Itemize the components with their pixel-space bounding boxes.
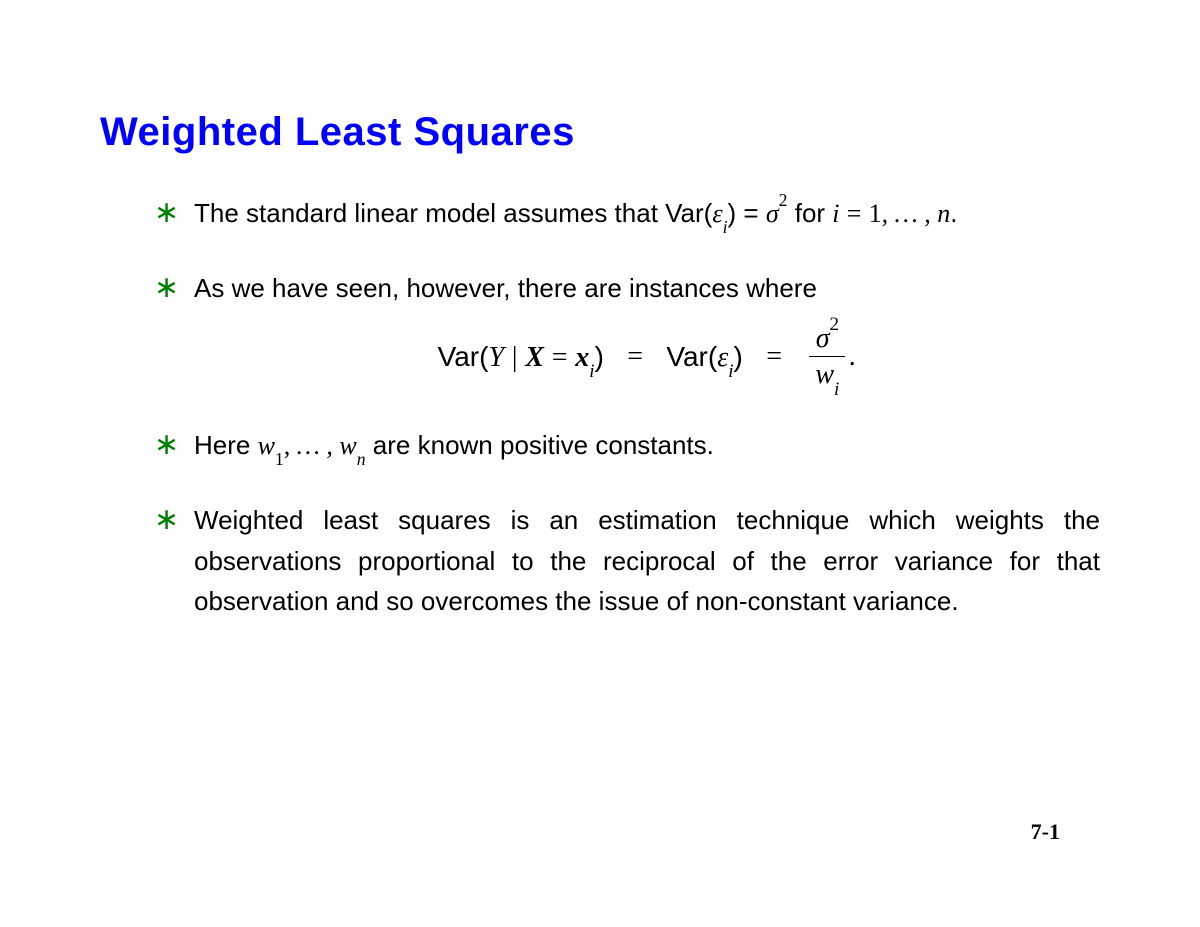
bullet-text: . [950,198,957,228]
list-item: Weighted least squares is an estimation … [154,500,1100,621]
bullet-text: Weighted least squares is an estimation … [194,505,1100,616]
bullet-text: As we have seen, however, there are inst… [194,273,817,303]
list-item: As we have seen, however, there are inst… [154,268,1100,391]
bullet-list: The standard linear model assumes that V… [100,193,1100,621]
bullet-text: are known positive constants. [366,430,714,460]
bullet-text: The standard linear model assumes that [194,198,665,228]
bullet-text: Here [194,430,258,460]
inline-math: Var(εi) = σ2 [665,198,787,228]
list-item: The standard linear model assumes that V… [154,193,1100,234]
inline-math: w1, … , wn [258,430,366,460]
fraction: σ2 wi [809,323,845,392]
page-title: Weighted Least Squares [100,110,1100,155]
bullet-text: for [788,198,833,228]
slide-page: Weighted Least Squares The standard line… [0,0,1200,927]
page-number: 7-1 [1031,819,1060,845]
display-equation: Var(Y | X = xi) = Var(εi) = σ2 wi . [194,323,1100,392]
inline-math: i = 1, … , n [832,198,950,228]
list-item: Here w1, … , wn are known positive const… [154,425,1100,466]
